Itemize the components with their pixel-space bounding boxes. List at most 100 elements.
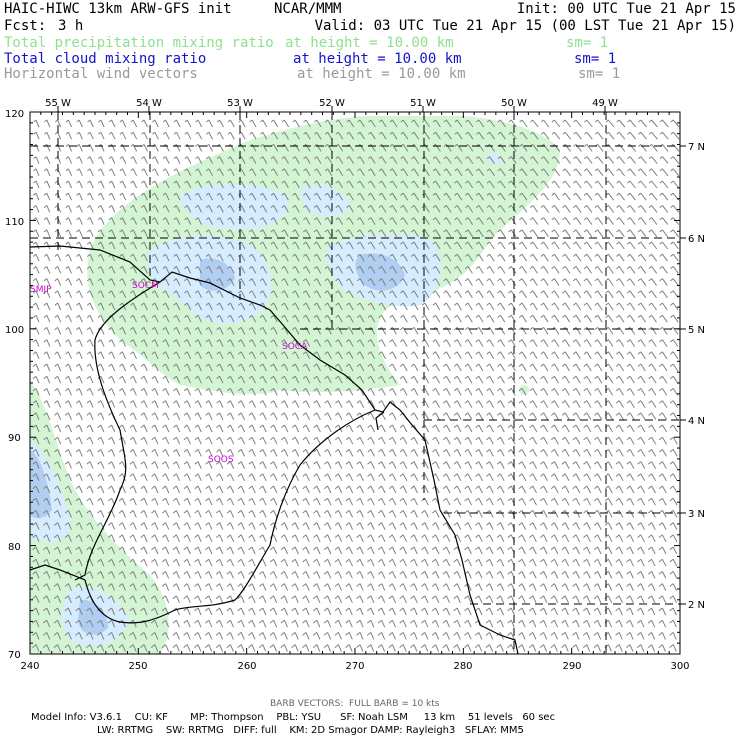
wind-barb (572, 595, 580, 604)
wind-barb (335, 339, 343, 347)
wind-barb (464, 558, 472, 567)
wind-barb (378, 302, 387, 311)
wind-barb (194, 571, 202, 579)
wind-barb (172, 632, 180, 640)
wind-barb (637, 473, 646, 482)
wind-barb (626, 229, 636, 238)
wind-barb (151, 351, 159, 360)
wind-barb (42, 607, 51, 616)
lat-label: 5 N (688, 325, 705, 336)
wind-barb (216, 217, 224, 225)
wind-barb (173, 205, 181, 213)
wind-barb (259, 473, 267, 482)
wind-barb (302, 241, 311, 250)
wind-barb (345, 632, 353, 640)
wind-barb (86, 546, 94, 555)
wind-barb (378, 241, 387, 250)
wind-barb (32, 571, 40, 579)
wind-barb (615, 534, 624, 543)
wind-barb (485, 644, 494, 652)
wind-barb (205, 412, 213, 421)
wind-barb (216, 278, 224, 286)
wind-barb (475, 205, 484, 213)
wind-barb (140, 522, 148, 530)
wind-barb (227, 192, 235, 201)
wind-barb (346, 266, 354, 274)
wind-barb (627, 217, 636, 225)
wind-barb (454, 229, 463, 238)
wind-barb (172, 558, 180, 567)
wind-barb (216, 119, 224, 128)
wind-barb (291, 388, 300, 396)
wind-barb (519, 205, 528, 213)
wind-barb (87, 205, 94, 213)
wind-barb (86, 644, 94, 652)
wind-barb (388, 424, 397, 433)
wind-barb (485, 607, 494, 616)
wind-barb (648, 314, 657, 323)
wind-barb (324, 400, 332, 408)
wind-barb (227, 302, 235, 311)
wind-barb (529, 583, 537, 591)
wind-barb (281, 229, 289, 238)
wind-barb (64, 510, 72, 518)
wind-barb (195, 180, 203, 189)
wind-barb (302, 473, 310, 482)
wind-barb (431, 607, 440, 616)
wind-barb (626, 290, 636, 299)
wind-barb (669, 449, 678, 457)
wind-barb (497, 400, 505, 408)
wind-barb (270, 217, 278, 225)
wind-barb (119, 278, 127, 286)
wind-barb (43, 497, 51, 506)
wind-barb (237, 571, 245, 579)
wind-barb (389, 253, 398, 262)
wind-barb (464, 339, 473, 347)
wind-barb (453, 595, 461, 604)
wind-barb (464, 473, 473, 482)
wind-barb (292, 290, 300, 299)
wind-barb (431, 546, 440, 555)
wind-barb (140, 327, 148, 335)
wind-barb (496, 461, 505, 469)
wind-barb (508, 278, 517, 286)
wind-barb (324, 339, 332, 347)
wind-barb (281, 119, 290, 128)
wind-barb (670, 131, 680, 140)
wind-barb (335, 192, 344, 201)
wind-barb (615, 363, 625, 372)
wind-barb (583, 205, 593, 213)
wind-barb (356, 473, 364, 482)
wind-barb (76, 119, 83, 128)
wind-barb (53, 619, 62, 628)
wind-barb (64, 583, 72, 591)
wind-barb (399, 327, 408, 335)
wind-barb (476, 119, 485, 128)
wind-barb (258, 595, 267, 604)
wind-barb (626, 461, 635, 469)
wind-barb (453, 497, 462, 506)
wind-barb (129, 644, 137, 652)
wind-barb (399, 473, 408, 482)
wind-barb (108, 192, 116, 201)
wind-barb (421, 290, 430, 299)
wind-barb (464, 534, 472, 543)
wind-barb (583, 546, 591, 555)
wind-barb (508, 290, 517, 299)
wind-barb (669, 388, 679, 396)
axis-ticks (29, 106, 686, 655)
wind-barb (302, 644, 310, 652)
wind-barb (194, 461, 202, 469)
wind-barb (312, 619, 321, 628)
wind-barb (497, 363, 506, 372)
wind-barb (366, 607, 375, 616)
wind-barb (442, 436, 451, 445)
wind-barb (659, 351, 668, 360)
wind-barb (648, 485, 656, 494)
wind-barb (215, 619, 224, 628)
wind-barb (108, 424, 116, 433)
wind-barb (151, 424, 159, 433)
wind-barb (43, 266, 51, 274)
wind-barb (561, 571, 570, 579)
wind-barb (107, 619, 116, 628)
